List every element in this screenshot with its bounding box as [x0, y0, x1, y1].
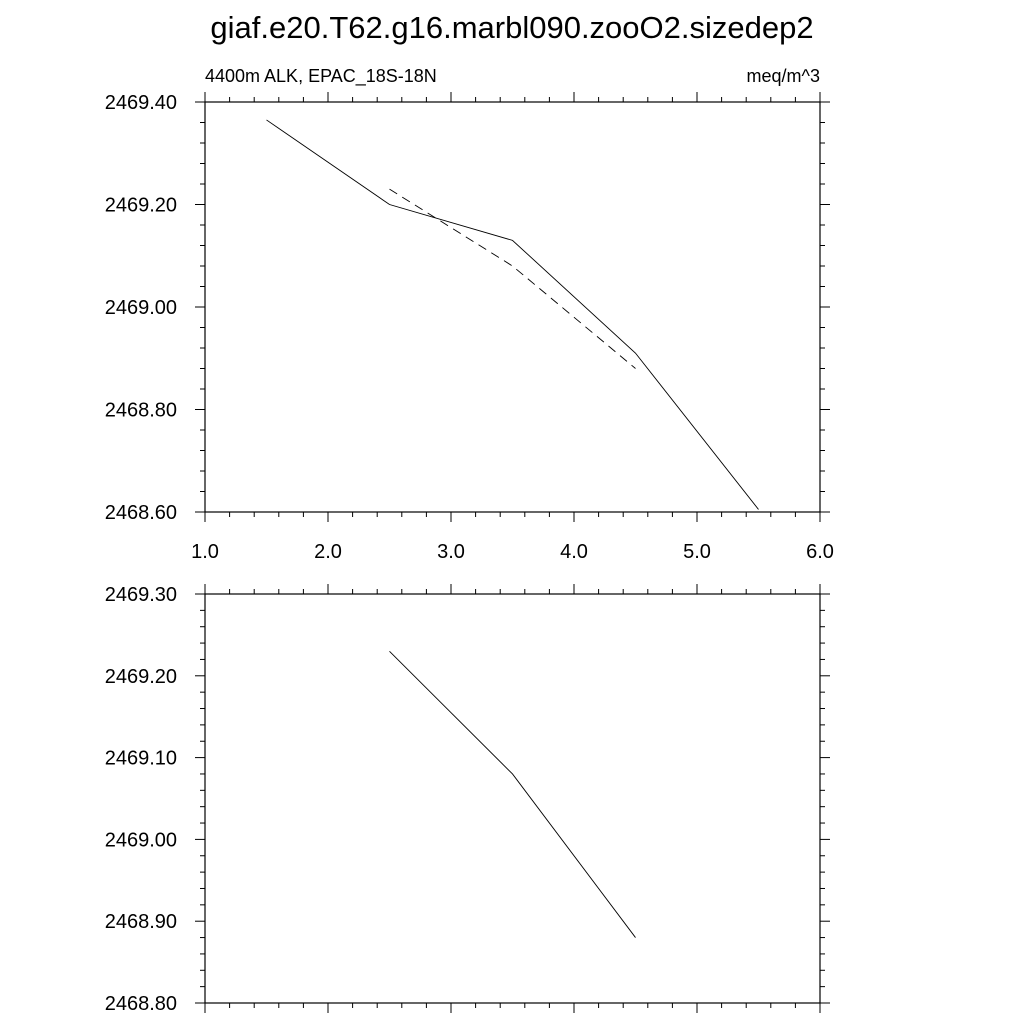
top-y-tick-label: 2469.00	[105, 297, 177, 319]
bottom-y-tick-label: 2468.90	[105, 911, 177, 933]
bottom-y-tick-label: 2469.30	[105, 584, 177, 606]
top-y-tick-label: 2468.80	[105, 400, 177, 422]
bottom-plot-frame	[204, 593, 821, 1004]
bottom-y-tick-label: 2469.00	[105, 829, 177, 851]
figure-title: giaf.e20.T62.g16.marbl090.zooO2.sizedep2	[210, 10, 813, 45]
bottom-y-tick-label: 2468.80	[105, 993, 177, 1015]
top-x-tick-label: 5.0	[683, 541, 711, 563]
bottom-y-tick-label: 2469.20	[105, 666, 177, 688]
top-x-tick-label: 2.0	[314, 541, 342, 563]
top-x-tick-label: 6.0	[806, 541, 834, 563]
top-panel-units: meq/m^3	[747, 66, 820, 86]
top-panel: 4400m ALK, EPAC_18S-18N meq/m^3 2469.40 2…	[105, 66, 834, 563]
top-x-tick-label: 3.0	[437, 541, 465, 563]
top-series-line-dashed	[389, 188, 636, 369]
top-y-tick-label: 2468.60	[105, 502, 177, 524]
bottom-panel: 2469.30 2469.20 2469.10 2469.00 2468.90 2468.…	[105, 584, 830, 1015]
top-x-tick-label: 4.0	[560, 541, 588, 563]
top-plot-frame	[204, 101, 821, 513]
bottom-y-tick-label: 2469.10	[105, 748, 177, 770]
top-series-line-solid	[266, 119, 759, 510]
top-y-tick-label: 2469.40	[105, 92, 177, 114]
top-y-tick-label: 2469.20	[105, 195, 177, 217]
top-panel-subtitle-left: 4400m ALK, EPAC_18S-18N	[205, 66, 437, 87]
bottom-series-line-solid	[389, 650, 636, 938]
top-x-tick-label: 1.0	[191, 541, 219, 563]
